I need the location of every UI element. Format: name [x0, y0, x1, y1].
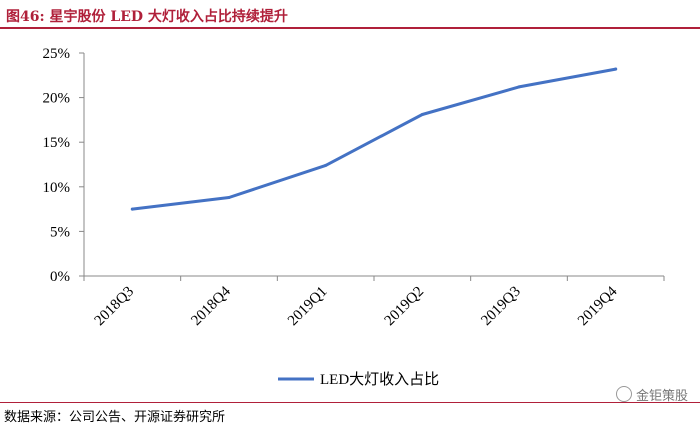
title-divider — [0, 27, 700, 29]
y-tick-label: 25% — [43, 46, 71, 62]
data-point — [614, 67, 618, 71]
series-layer — [130, 67, 618, 211]
data-point — [420, 113, 424, 117]
x-tick-label: 2018Q3 — [92, 284, 137, 329]
legend-label: LED大灯收入占比 — [320, 371, 439, 388]
chart-axes — [79, 52, 665, 281]
source-note: 数据来源：公司公告、开源证券研究所 — [4, 410, 226, 425]
chart-title: 图46: 星宇股份 LED 大灯收入占比持续提升 — [6, 9, 288, 25]
y-tick-label: 15% — [43, 135, 71, 151]
y-tick-label: 20% — [43, 91, 71, 107]
watermark-text: 金钜策股 — [635, 389, 688, 404]
series-line — [130, 67, 618, 211]
legend: LED大灯收入占比 — [278, 371, 439, 388]
x-tick-label: 2019Q3 — [478, 284, 523, 329]
data-point — [517, 85, 521, 89]
y-axis-labels: 0% 5% 10% 15% 20% 25% — [43, 46, 71, 285]
data-point — [324, 163, 328, 167]
y-tick-label: 0% — [50, 269, 70, 285]
x-tick-label: 2018Q4 — [188, 283, 234, 329]
x-tick-label: 2019Q4 — [575, 283, 621, 329]
data-point — [130, 207, 134, 211]
y-tick-label: 10% — [43, 180, 71, 196]
footer-divider — [0, 402, 700, 403]
watermark: 金钜策股 — [615, 385, 688, 404]
x-axis-labels: 2018Q3 2018Q4 2019Q1 2019Q2 2019Q3 2019Q4 — [92, 283, 621, 329]
data-point — [227, 196, 231, 200]
y-tick-label: 5% — [50, 224, 70, 240]
x-tick-label: 2019Q2 — [382, 284, 427, 329]
line-chart: 0% 5% 10% 15% 20% 25% 2018Q3 2018Q4 2019Q1 2019Q… — [43, 46, 665, 388]
wechat-logo-icon — [615, 386, 632, 402]
x-tick-label: 2019Q1 — [285, 284, 330, 329]
